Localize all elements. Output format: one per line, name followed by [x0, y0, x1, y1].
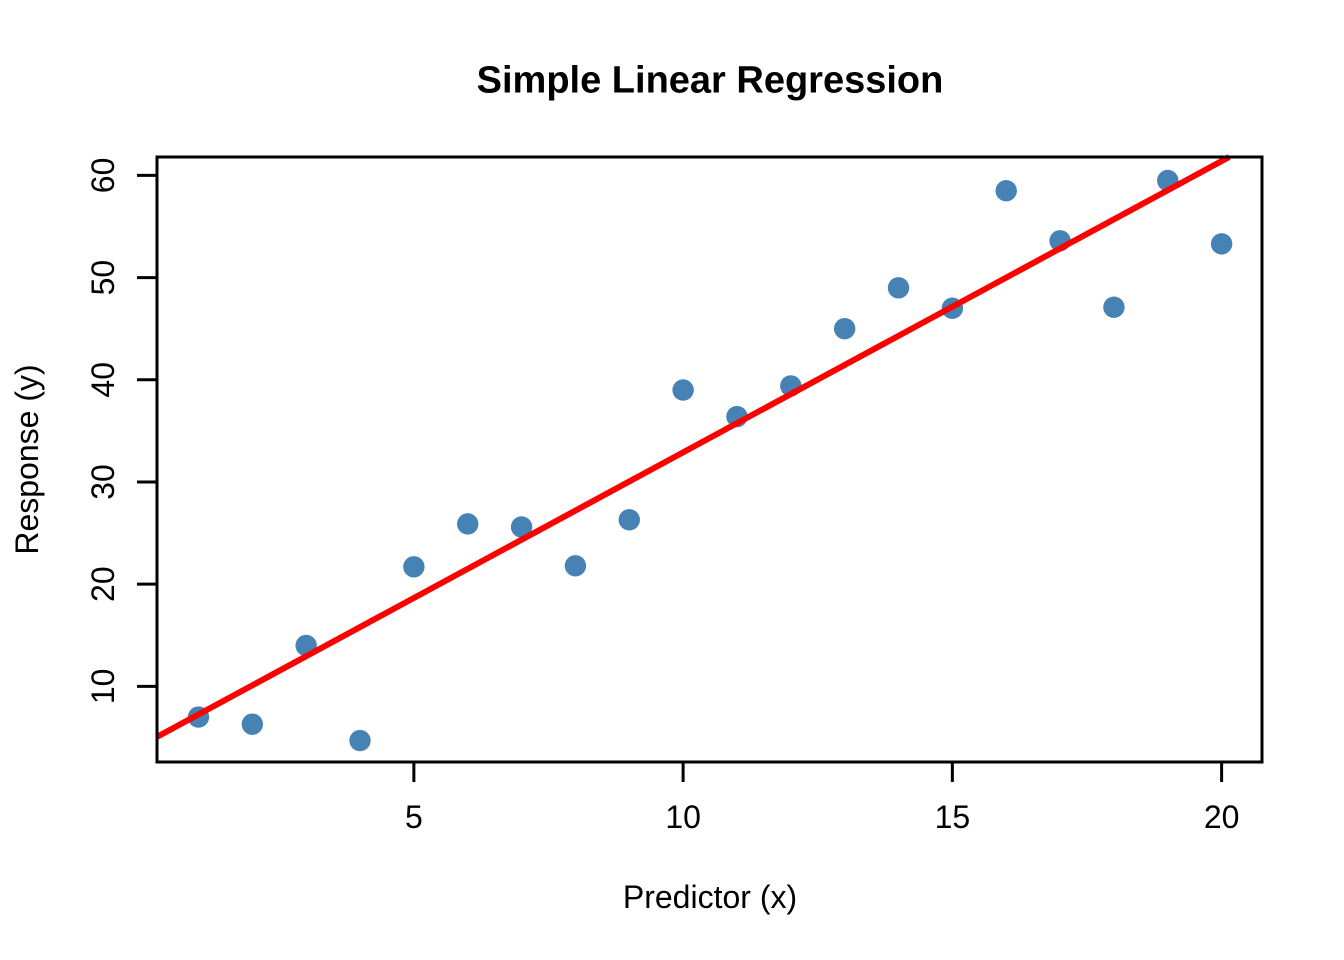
y-tick-label: 20	[85, 566, 121, 602]
chart-title: Simple Linear Regression	[477, 59, 944, 101]
data-point	[833, 317, 856, 340]
data-point	[672, 379, 694, 401]
data-point	[1103, 296, 1125, 318]
y-tick-label: 60	[85, 158, 121, 194]
data-point	[618, 509, 640, 531]
y-tick-label: 40	[85, 362, 121, 398]
regression-line	[155, 154, 1231, 740]
y-tick-label: 10	[85, 669, 121, 705]
y-tick-label: 30	[85, 464, 121, 500]
data-point	[1210, 233, 1233, 255]
x-axis-title: Predictor (x)	[623, 879, 797, 915]
data-point	[349, 729, 371, 752]
data-point	[887, 277, 910, 299]
data-point	[995, 180, 1017, 202]
data-point	[241, 713, 264, 735]
data-point	[403, 556, 425, 578]
data-point	[564, 555, 587, 577]
data-point	[510, 516, 533, 538]
x-tick-label: 20	[1204, 799, 1240, 835]
x-tick-label: 15	[935, 799, 971, 835]
plot-area: 5 10 15 20 10 20 30 40 50 60	[85, 154, 1264, 835]
y-tick-label: 50	[85, 260, 121, 296]
y-axis-title: Response (y)	[9, 364, 45, 554]
data-point	[457, 513, 479, 535]
plot-box	[155, 155, 1264, 764]
x-tick-label: 10	[665, 799, 701, 835]
x-tick-label: 5	[405, 799, 423, 835]
